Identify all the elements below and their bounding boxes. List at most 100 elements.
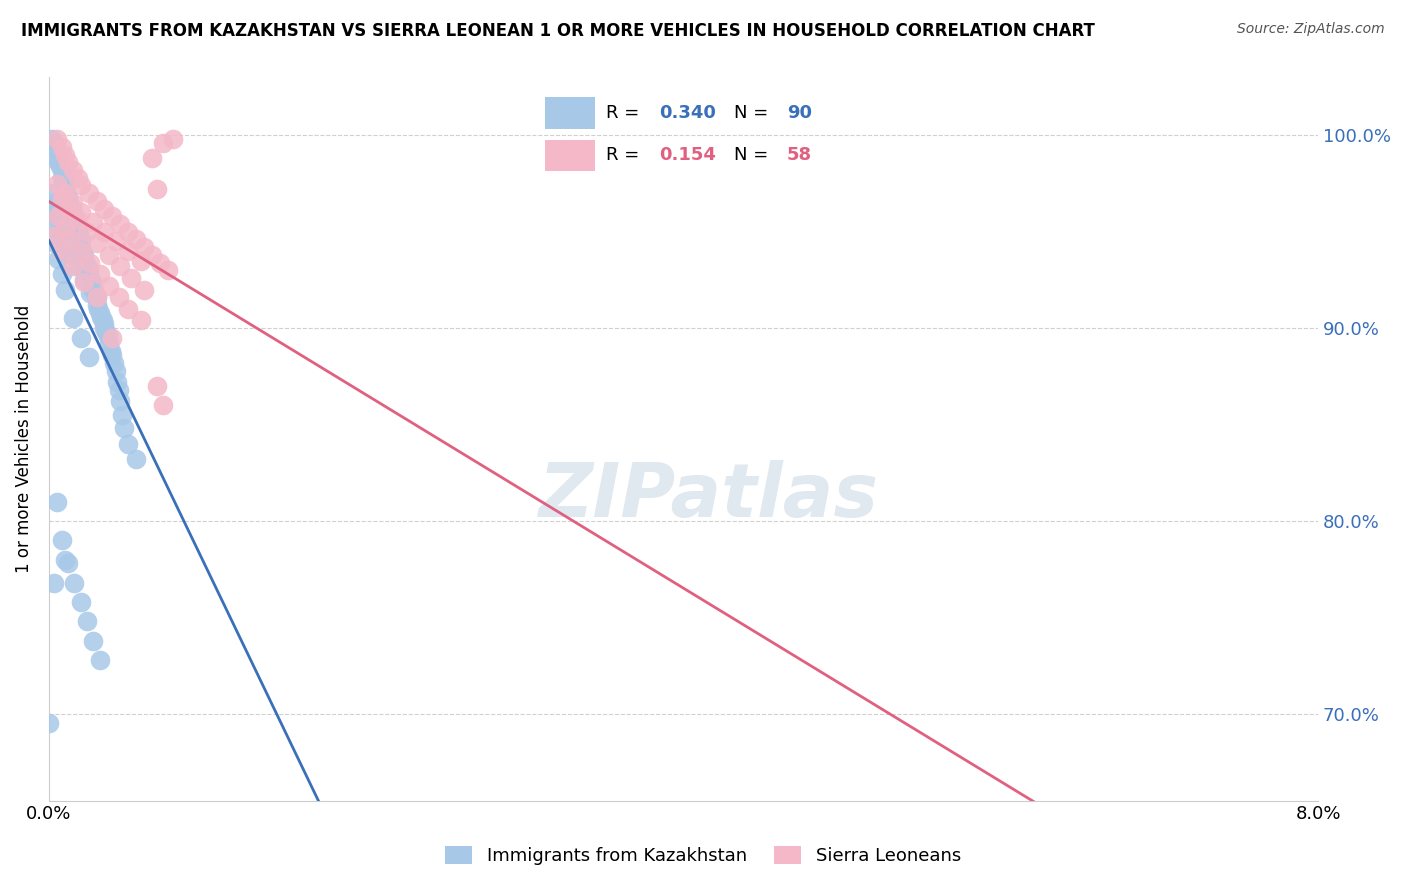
Point <box>69 205 91 219</box>
Point <box>69 331 91 345</box>
Point <box>51 140 73 154</box>
Point <box>117 437 139 451</box>
Point <box>45 177 67 191</box>
Point <box>76 614 98 628</box>
Point <box>62 195 84 210</box>
Point <box>77 263 100 277</box>
Point <box>82 633 104 648</box>
Point <box>104 235 127 249</box>
Point <box>62 209 84 223</box>
Text: ZIPatlas: ZIPatlas <box>538 460 879 533</box>
Point <box>141 152 163 166</box>
Point <box>48 209 70 223</box>
Point <box>82 283 104 297</box>
Point <box>51 267 73 281</box>
Point <box>149 255 172 269</box>
Point <box>56 202 79 216</box>
Point <box>146 379 169 393</box>
Point <box>49 215 72 229</box>
Point <box>98 248 121 262</box>
Point <box>77 350 100 364</box>
Point <box>44 236 66 251</box>
Point <box>48 155 70 169</box>
Point <box>66 170 89 185</box>
Point <box>129 313 152 327</box>
Point <box>97 329 120 343</box>
Point <box>86 194 108 208</box>
Point <box>66 220 89 235</box>
Point <box>82 215 104 229</box>
Point <box>51 244 73 258</box>
Point <box>76 225 98 239</box>
Point <box>125 452 148 467</box>
Point <box>94 325 117 339</box>
Point <box>60 248 83 262</box>
Point <box>48 252 70 266</box>
Point <box>52 175 75 189</box>
Point <box>56 557 79 571</box>
Point <box>73 275 96 289</box>
Y-axis label: 1 or more Vehicles in Household: 1 or more Vehicles in Household <box>15 305 32 574</box>
Point <box>51 190 73 204</box>
Point <box>87 301 110 316</box>
Point <box>73 248 96 262</box>
Point <box>56 190 79 204</box>
Point <box>129 253 152 268</box>
Point <box>103 356 125 370</box>
Point <box>86 290 108 304</box>
Point <box>117 301 139 316</box>
Legend: Immigrants from Kazakhstan, Sierra Leoneans: Immigrants from Kazakhstan, Sierra Leone… <box>439 838 967 872</box>
Point <box>56 155 79 169</box>
Point <box>41 132 63 146</box>
Point <box>125 232 148 246</box>
Point <box>134 240 156 254</box>
Point <box>42 136 65 150</box>
Point <box>79 271 101 285</box>
Point <box>58 198 80 212</box>
Point <box>51 163 73 178</box>
Point <box>38 205 60 219</box>
Point <box>66 225 89 239</box>
Point <box>152 136 174 150</box>
Point <box>45 132 67 146</box>
Point <box>93 318 115 332</box>
Point <box>55 235 77 249</box>
Point <box>104 363 127 377</box>
Point <box>146 182 169 196</box>
Point <box>86 290 108 304</box>
Point <box>62 311 84 326</box>
Point <box>98 336 121 351</box>
Point <box>86 236 108 251</box>
Point <box>89 653 111 667</box>
Point <box>66 213 89 227</box>
Point <box>52 225 75 239</box>
Point <box>112 421 135 435</box>
Point <box>53 220 76 235</box>
Point <box>84 286 107 301</box>
Point <box>76 260 98 274</box>
Point <box>89 267 111 281</box>
Point <box>86 298 108 312</box>
Point <box>51 170 73 185</box>
Point <box>63 575 86 590</box>
Point <box>75 255 97 269</box>
Point <box>62 260 84 274</box>
Point <box>42 575 65 590</box>
Point <box>77 267 100 281</box>
Point <box>53 552 76 566</box>
Point <box>82 278 104 293</box>
Point <box>69 232 91 246</box>
Point <box>42 228 65 243</box>
Point <box>53 283 76 297</box>
Point <box>41 220 63 235</box>
Point <box>45 205 67 219</box>
Point <box>60 202 83 216</box>
Point <box>152 398 174 412</box>
Point <box>67 228 90 243</box>
Point <box>73 252 96 266</box>
Point <box>45 494 67 508</box>
Point <box>79 286 101 301</box>
Point <box>77 186 100 201</box>
Point <box>105 375 128 389</box>
Point <box>141 248 163 262</box>
